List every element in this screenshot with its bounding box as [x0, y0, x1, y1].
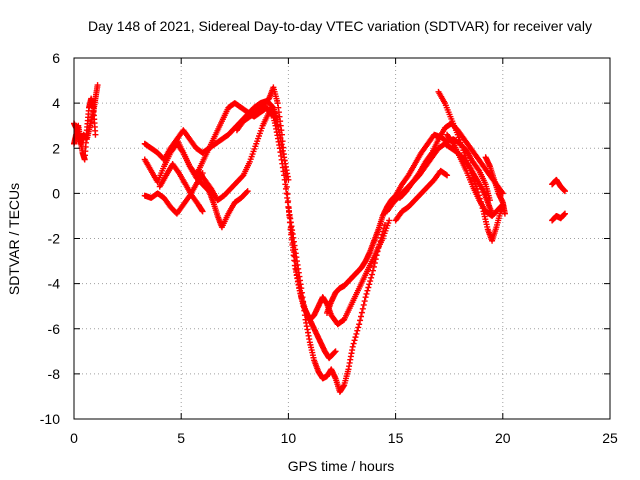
data-point — [359, 305, 366, 312]
data-point — [355, 324, 362, 331]
data-point — [367, 278, 374, 285]
x-tick-label: 10 — [281, 430, 297, 446]
data-point — [368, 274, 375, 281]
data-point — [379, 231, 386, 238]
data-point — [380, 228, 387, 235]
y-tick-label: -10 — [40, 411, 60, 427]
data-point — [331, 349, 338, 356]
data-point — [361, 298, 368, 305]
data-point — [365, 284, 372, 291]
data-point — [94, 82, 101, 89]
x-tick-label: 5 — [177, 430, 185, 446]
series-arc-16 — [435, 88, 506, 244]
grid — [74, 58, 610, 419]
y-tick-label: -4 — [48, 276, 61, 292]
series-arc-19 — [549, 176, 568, 195]
data-point — [449, 139, 456, 146]
data-point — [357, 313, 364, 320]
data-point — [358, 309, 365, 316]
series-arc-13 — [384, 140, 496, 217]
data-point — [92, 131, 99, 138]
data-marks — [71, 82, 568, 395]
data-point — [376, 241, 383, 248]
data-point — [369, 267, 376, 274]
y-tick-label: 2 — [52, 140, 60, 156]
data-point — [428, 151, 435, 158]
data-point — [475, 166, 482, 173]
data-point — [366, 281, 373, 288]
series-arc-11 — [285, 203, 388, 395]
data-point — [350, 340, 357, 347]
series-arc-18 — [482, 154, 508, 217]
data-point — [369, 271, 376, 278]
data-point — [360, 301, 367, 308]
data-point — [370, 263, 377, 270]
data-point — [354, 327, 361, 334]
data-point — [243, 189, 250, 196]
data-point — [353, 330, 360, 337]
x-axis-label: GPS time / hours — [288, 458, 395, 474]
series-arc-20 — [549, 210, 568, 224]
data-point — [378, 234, 385, 241]
data-point — [372, 256, 379, 263]
x-tick-label: 25 — [602, 430, 618, 446]
data-point — [375, 244, 382, 251]
data-point — [363, 290, 370, 297]
x-tick-label: 15 — [388, 430, 404, 446]
data-point — [244, 188, 251, 195]
data-point — [362, 294, 369, 301]
data-point — [374, 248, 381, 255]
series-arc-7 — [173, 136, 251, 231]
data-point — [332, 348, 339, 355]
data-point — [386, 217, 393, 224]
y-tick-labels: -10 -8 -6 -4 -2 0 2 4 6 — [40, 50, 60, 427]
y-tick-label: -2 — [48, 231, 61, 247]
series-arc-9 — [233, 84, 339, 362]
data-point — [349, 343, 356, 350]
data-point — [356, 321, 363, 328]
data-point — [561, 188, 568, 195]
data-point — [357, 317, 364, 324]
x-tick-label: 0 — [70, 430, 78, 446]
data-point — [501, 210, 508, 217]
series-arc-6 — [156, 161, 206, 215]
data-point — [377, 238, 384, 245]
y-axis-label: SDTVAR / TECUs — [6, 183, 22, 295]
series-arc-2 — [71, 95, 99, 163]
chart-title: Day 148 of 2021, Sidereal Day-to-day VTE… — [88, 18, 592, 34]
x-tick-labels: 0 5 10 15 20 25 — [70, 430, 618, 446]
series-arc-15 — [392, 167, 451, 224]
data-point — [352, 334, 359, 341]
plot-frame — [73, 57, 611, 420]
data-point — [351, 337, 358, 344]
data-point — [444, 172, 451, 179]
y-tick-label: -8 — [48, 366, 61, 382]
data-point — [199, 208, 206, 215]
y-tick-label: 4 — [52, 95, 60, 111]
data-point — [364, 287, 371, 294]
x-tick-label: 20 — [495, 430, 511, 446]
y-tick-label: -6 — [48, 321, 61, 337]
data-point — [373, 252, 380, 259]
data-point — [561, 210, 568, 217]
series-arc-17 — [444, 131, 506, 219]
y-tick-label: 0 — [52, 185, 60, 201]
data-point — [381, 221, 388, 228]
data-point — [371, 259, 378, 266]
y-tick-label: 6 — [52, 50, 60, 66]
